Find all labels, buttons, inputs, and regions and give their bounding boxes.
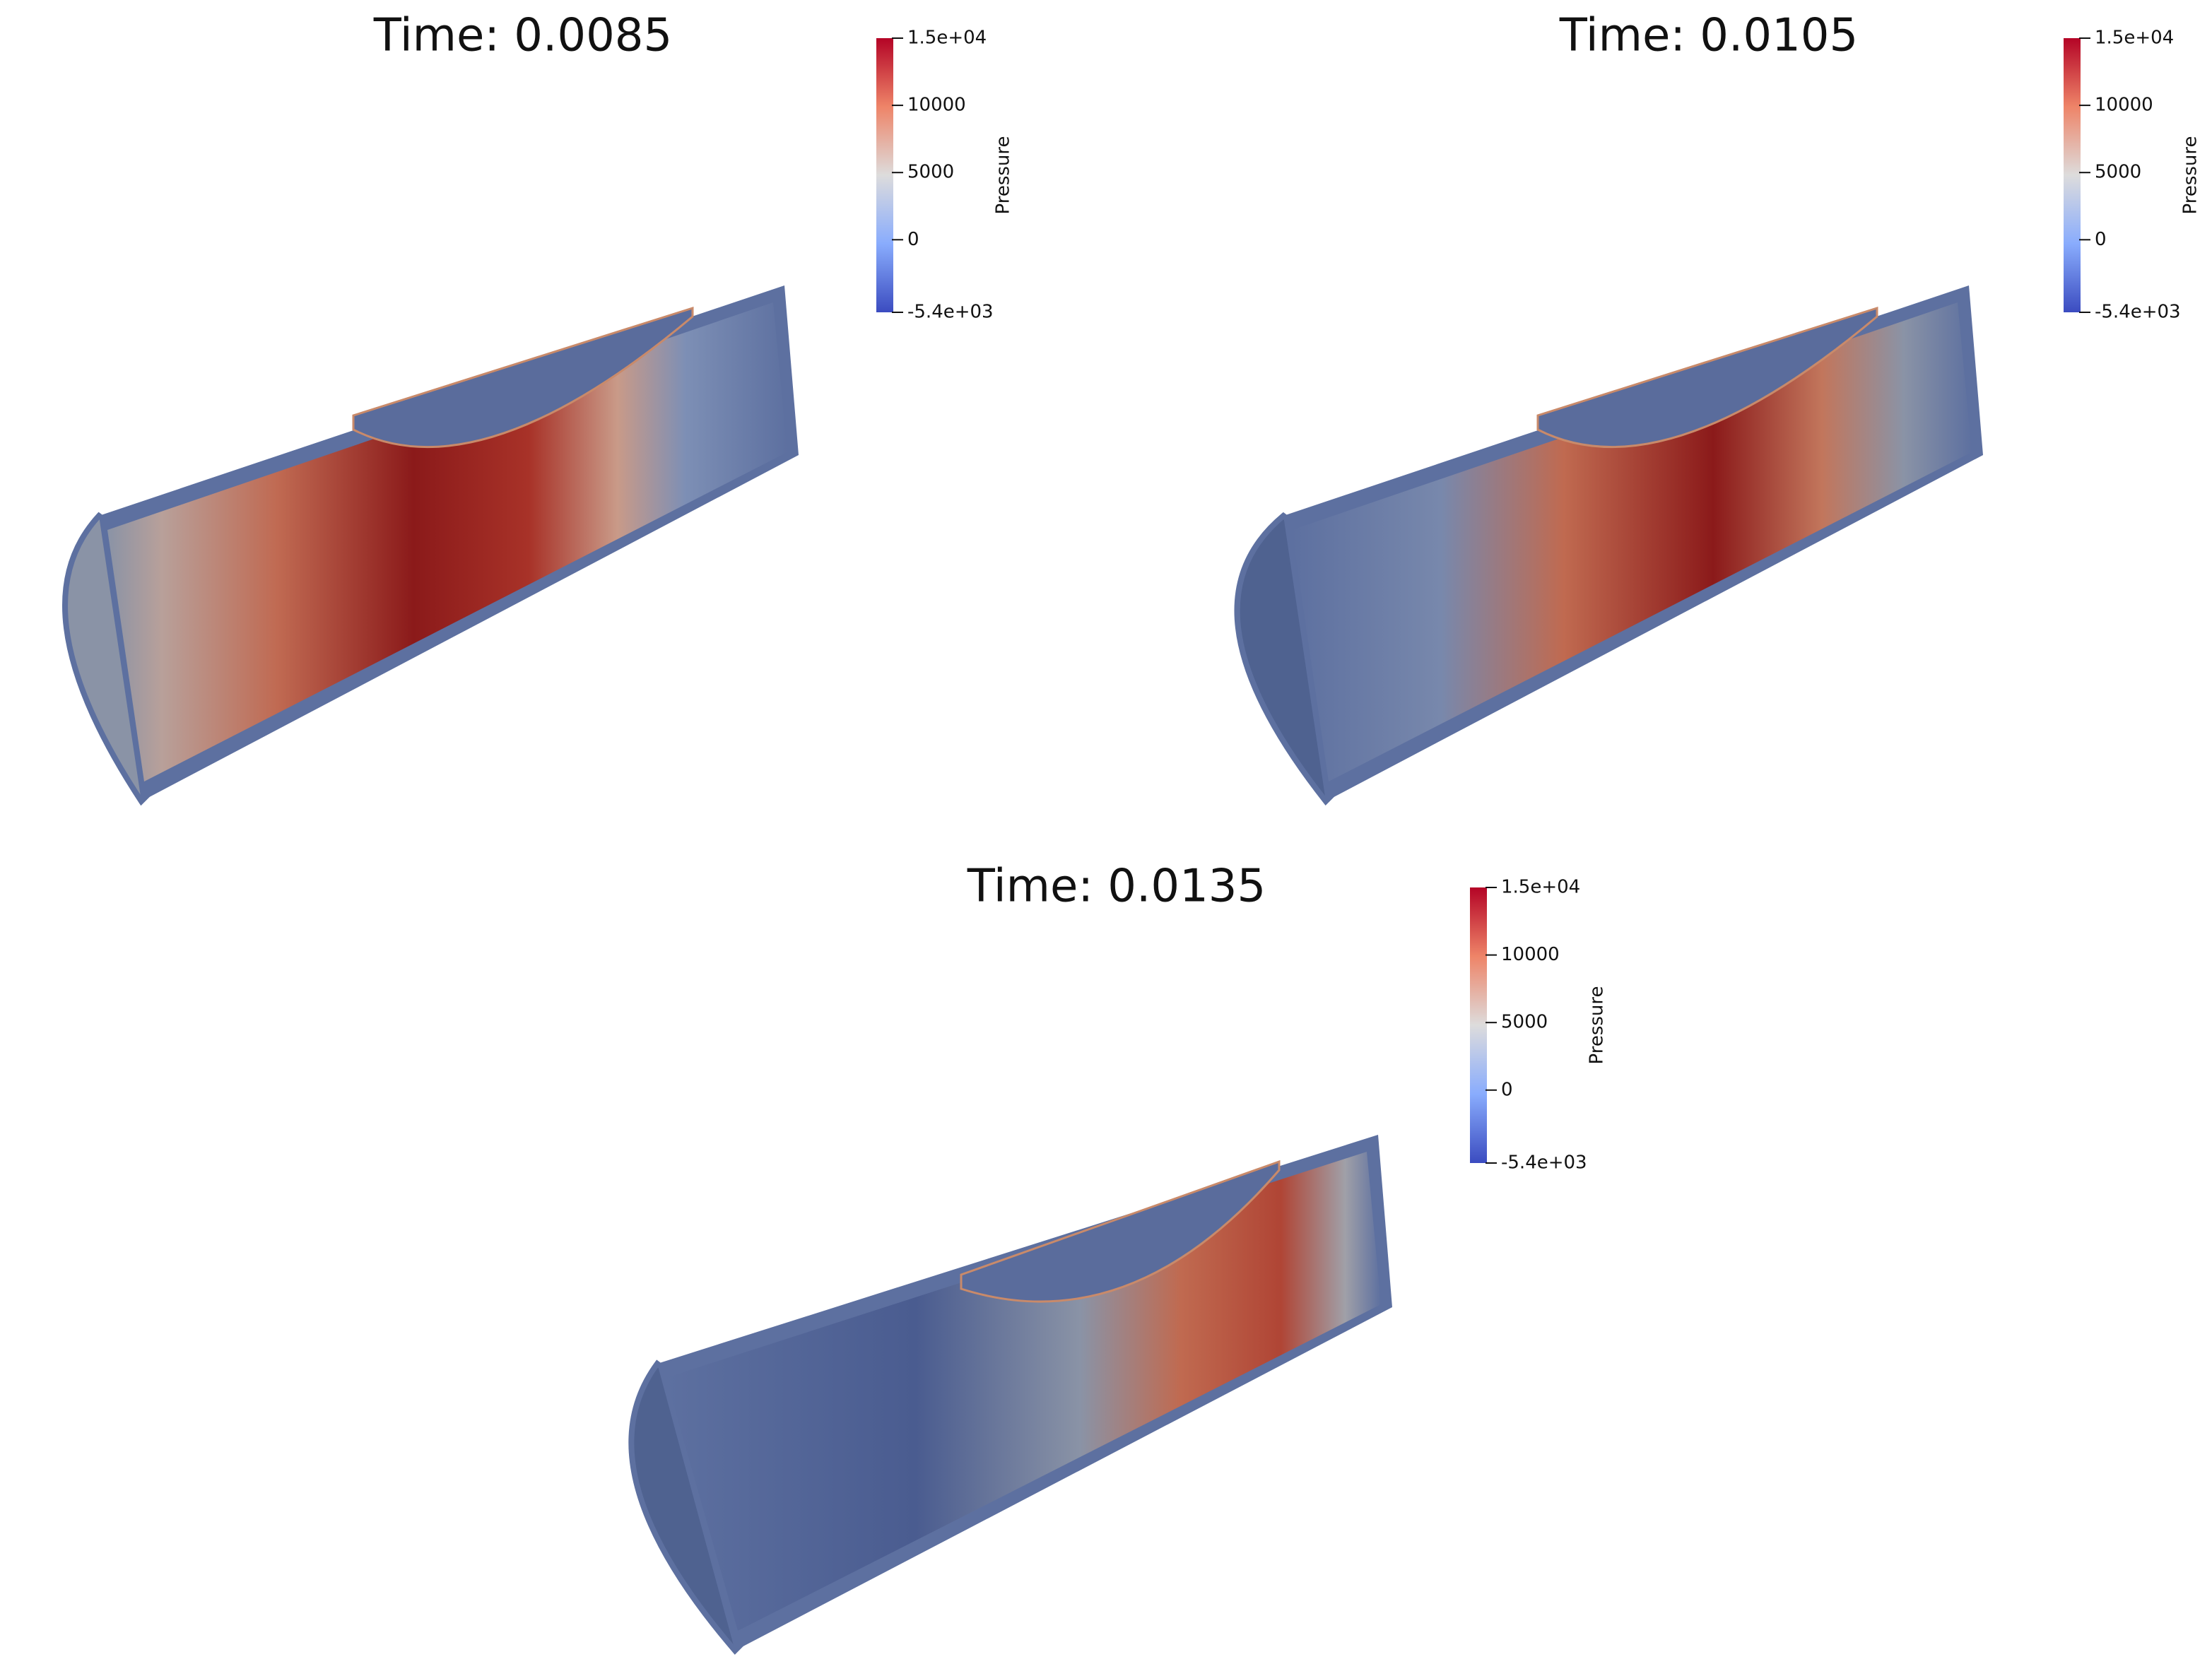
wall-dip [960, 1160, 1281, 1303]
colorbar-tick-label: -5.4e+03 [2095, 302, 2181, 323]
colorbar-tick-label: 5000 [1501, 1012, 1548, 1033]
colorbar-tick-label: 1.5e+04 [1501, 877, 1580, 898]
cylinder-end [1234, 512, 1341, 806]
colorbar [1470, 887, 1487, 1163]
colorbar-tick-label: 0 [907, 229, 919, 250]
panel-title: Time: 0.0085 [373, 10, 672, 62]
colorbar-tick-label: 0 [2095, 229, 2107, 250]
panel: Time: 0.0135 1.5e+04 10000 5000 0 -5.4e+03 Pre… [628, 861, 1608, 1655]
colorbar-tick-label: 1.5e+04 [2095, 28, 2174, 49]
colorbar-tick-label: 10000 [907, 95, 966, 116]
colorbar-tick-label: 10000 [1501, 944, 1560, 965]
cut-face [1292, 302, 1972, 781]
panel: Time: 0.0105 1.5e+04 10000 5000 0 -5.4e+03 Pre… [1234, 10, 2201, 806]
wall-dip [1536, 306, 1878, 448]
cut-face [666, 1152, 1381, 1631]
cut-face [107, 302, 787, 781]
colorbar [2064, 38, 2081, 312]
colorbar-tick-label: 5000 [2095, 162, 2141, 183]
colorbar-tick-label: 1.5e+04 [907, 28, 987, 49]
colorbar-title: Pressure [1587, 986, 1608, 1064]
colorbar-title: Pressure [2180, 136, 2201, 214]
colorbar-tick-label: -5.4e+03 [1501, 1152, 1587, 1174]
panel: Time: 0.0085 1.5e+04 10000 5000 0 -5.4e+03 Pre… [62, 10, 1014, 806]
colorbar-tick-label: -5.4e+03 [907, 302, 994, 323]
panel-title: Time: 0.0135 [967, 861, 1266, 913]
colorbar-tick-label: 10000 [2095, 95, 2153, 116]
colorbar-tick-label: 0 [1501, 1079, 1513, 1100]
colorbar-tick-label: 5000 [907, 162, 954, 183]
panel-title: Time: 0.0105 [1559, 10, 1858, 62]
colorbar-title: Pressure [993, 136, 1014, 214]
colorbar [876, 38, 893, 312]
wall-dip [352, 306, 694, 448]
